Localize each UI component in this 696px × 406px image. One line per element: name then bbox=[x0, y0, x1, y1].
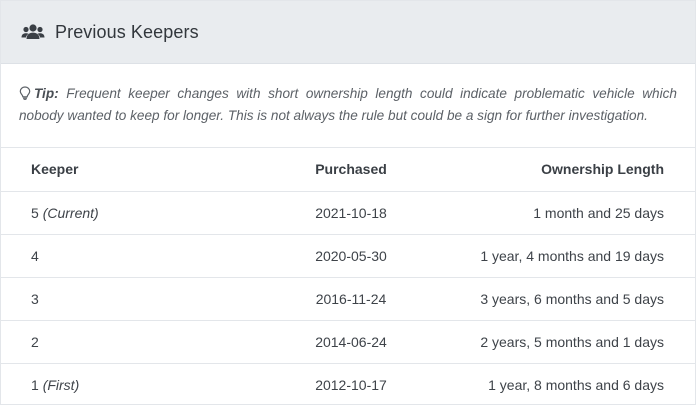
keeper-cell: 3 bbox=[1, 277, 271, 321]
purchased-cell: 2012-10-17 bbox=[315, 376, 387, 393]
keeper-number: 3 bbox=[31, 290, 39, 307]
keeper-number: 4 bbox=[31, 247, 39, 264]
keeper-note: (Current) bbox=[42, 204, 99, 221]
ownership-length-cell: 2 years, 5 months and 1 days bbox=[431, 320, 695, 364]
keeper-number: 5 bbox=[31, 204, 39, 221]
keeper-cell: 5 (Current) bbox=[1, 191, 271, 235]
keeper-cell: 1 (First) bbox=[1, 363, 271, 406]
lightbulb-icon bbox=[19, 85, 31, 100]
table-row: 4 2020-05-30 1 year, 4 months and 19 day… bbox=[1, 234, 695, 278]
keeper-number: 1 bbox=[31, 376, 39, 393]
keepers-table: Keeper Purchased Ownership Length 5 (Cur… bbox=[1, 148, 695, 406]
keeper-cell: 2 bbox=[1, 320, 271, 364]
keeper-note: (First) bbox=[42, 376, 80, 393]
ownership-length-cell: 3 years, 6 months and 5 days bbox=[431, 277, 695, 321]
column-header-ownership-length: Ownership Length bbox=[431, 148, 695, 192]
purchased-cell: 2021-10-18 bbox=[271, 191, 431, 235]
column-header-purchased: Purchased bbox=[271, 148, 431, 192]
tip-box: Tip: Frequent keeper changes with short … bbox=[1, 64, 695, 148]
card-header: Previous Keepers bbox=[1, 1, 695, 64]
table-row: 1 (First) 2012-10-17 1 year, 8 months an… bbox=[1, 363, 695, 406]
keeper-number: 2 bbox=[31, 333, 39, 350]
purchased-cell: 2020-05-30 bbox=[271, 234, 431, 278]
tip-label: Tip: bbox=[34, 86, 59, 101]
table-row: 2 2014-06-24 2 years, 5 months and 1 day… bbox=[1, 320, 695, 364]
ownership-length-cell: 1 year, 4 months and 19 days bbox=[431, 234, 695, 278]
ownership-length-cell: 1 month and 25 days bbox=[431, 191, 695, 235]
table-header-row: Keeper Purchased Ownership Length bbox=[1, 148, 695, 192]
column-header-keeper: Keeper bbox=[1, 148, 271, 192]
ownership-length-cell: 1 year, 8 months and 6 days bbox=[488, 376, 664, 393]
purchased-cell: 2016-11-24 bbox=[271, 277, 431, 321]
keeper-cell: 4 bbox=[1, 234, 271, 278]
tip-text: Frequent keeper changes with short owner… bbox=[19, 86, 677, 123]
users-icon bbox=[21, 23, 45, 41]
table-row: 3 2016-11-24 3 years, 6 months and 5 day… bbox=[1, 277, 695, 321]
purchased-cell: 2014-06-24 bbox=[271, 320, 431, 364]
card-title: Previous Keepers bbox=[55, 21, 199, 42]
table-row: 5 (Current) 2021-10-18 1 month and 25 da… bbox=[1, 191, 695, 235]
